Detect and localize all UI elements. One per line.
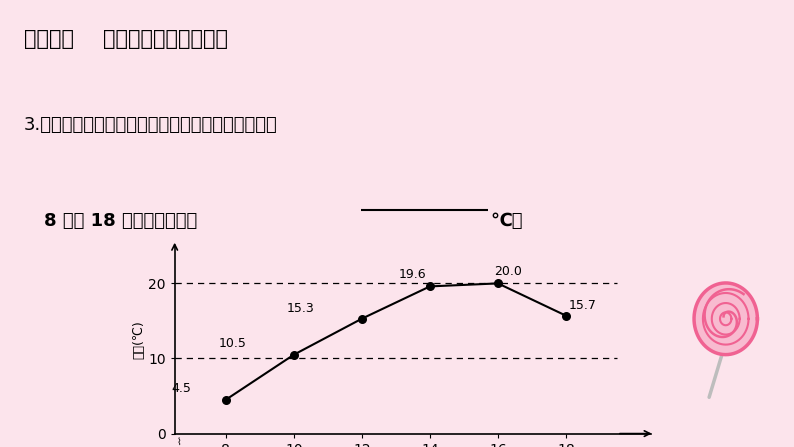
Point [287,351,300,358]
Point [219,396,232,403]
Text: ⌇: ⌇ [176,438,181,447]
Point [356,315,368,322]
Y-axis label: 温度(℃): 温度(℃) [133,320,145,359]
Text: 19.6: 19.6 [399,268,426,281]
Text: 15.3: 15.3 [287,302,314,315]
Text: 4.5: 4.5 [172,382,191,395]
Text: 8 时到 18 时的最大温差为: 8 时到 18 时的最大温差为 [44,212,197,230]
Point [491,280,504,287]
Text: 3.如图是镇江四月份某日的温度变化情况，则这天中: 3.如图是镇江四月份某日的温度变化情况，则这天中 [24,116,278,134]
Text: 20.0: 20.0 [494,265,522,278]
Text: 10.5: 10.5 [218,337,246,350]
Text: ℃．: ℃． [491,212,523,230]
Text: 知识点二    利用统计图表传递信息: 知识点二 利用统计图表传递信息 [24,29,228,49]
Point [423,283,436,290]
Point [560,312,572,319]
Text: 15.7: 15.7 [569,299,597,312]
Circle shape [694,283,757,354]
